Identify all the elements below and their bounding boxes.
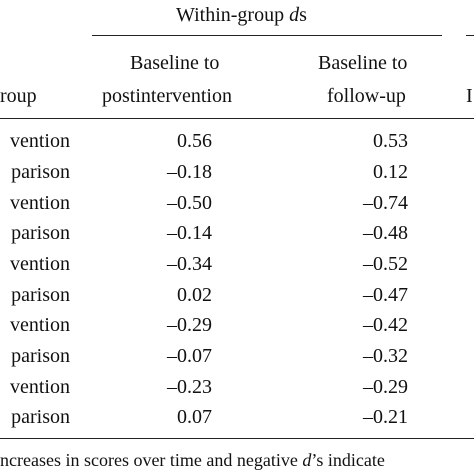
post-cell: –0.29: [167, 314, 212, 336]
header-rule: [0, 118, 474, 119]
group-cell: parison: [11, 345, 70, 367]
top-rule-right: [466, 35, 474, 36]
spanner-prefix: Within-group: [176, 4, 290, 26]
fu-cell: –0.74: [363, 192, 408, 214]
group-cell: vention: [10, 130, 70, 152]
fu-cell: –0.32: [363, 345, 408, 367]
footnote-italic: d: [302, 450, 312, 470]
spanner-header: Within-group ds: [176, 5, 307, 25]
post-cell: –0.18: [167, 161, 212, 183]
fu-cell: –0.52: [363, 253, 408, 275]
post-header-line1: Baseline to: [130, 52, 220, 74]
group-cell: vention: [10, 253, 70, 275]
post-cell: –0.23: [167, 376, 212, 398]
footnote-part1: ncreases in scores over time and negativ…: [0, 450, 303, 470]
post-cell: –0.14: [167, 222, 212, 244]
table-footnote: ncreases in scores over time and negativ…: [0, 451, 385, 469]
group-cell: vention: [10, 192, 70, 214]
post-cell: 0.07: [177, 406, 212, 428]
group-cell: parison: [11, 161, 70, 183]
post-cell: 0.02: [177, 284, 212, 306]
fu-cell: –0.48: [363, 222, 408, 244]
group-cell: vention: [10, 314, 70, 336]
fu-cell: 0.12: [373, 161, 408, 183]
right-edge-header: I: [466, 85, 473, 107]
spanner-rule: [92, 35, 442, 36]
fu-cell: –0.29: [363, 376, 408, 398]
fu-cell: –0.42: [363, 314, 408, 336]
post-cell: 0.56: [177, 130, 212, 152]
fu-cell: –0.47: [363, 284, 408, 306]
footnote-part2: ’s indicate: [311, 450, 385, 470]
post-cell: –0.34: [167, 253, 212, 275]
spanner-suffix: s: [299, 4, 307, 26]
fu-header-line1: Baseline to: [318, 52, 408, 74]
group-header: roup: [0, 85, 37, 107]
group-cell: parison: [11, 406, 70, 428]
bottom-rule: [0, 438, 474, 439]
spanner-italic: d: [289, 4, 300, 26]
fu-cell: –0.21: [363, 406, 408, 428]
fu-header-line2: follow-up: [327, 85, 406, 107]
post-cell: –0.07: [167, 345, 212, 367]
group-cell: parison: [11, 222, 70, 244]
group-cell: parison: [11, 284, 70, 306]
fu-cell: 0.53: [373, 130, 408, 152]
post-cell: –0.50: [167, 192, 212, 214]
group-cell: vention: [10, 376, 70, 398]
post-header-line2: postintervention: [102, 85, 232, 107]
